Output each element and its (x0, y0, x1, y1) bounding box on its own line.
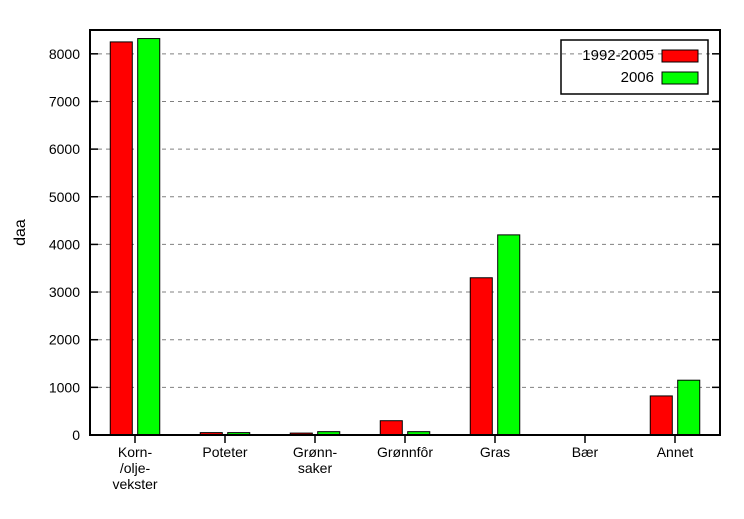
y-tick-label: 8000 (49, 46, 80, 62)
legend-label: 1992-2005 (582, 47, 654, 64)
y-tick-label: 4000 (49, 236, 80, 252)
legend-swatch (662, 50, 698, 62)
x-tick-label: Grønnfôr (377, 444, 433, 460)
x-tick-label: Grønn-saker (293, 444, 338, 476)
y-tick-label: 0 (72, 427, 80, 443)
x-tick-label: Gras (480, 444, 510, 460)
y-tick-label: 3000 (49, 284, 80, 300)
y-axis-label: daa (12, 219, 29, 246)
bar (498, 235, 520, 435)
y-tick-label: 5000 (49, 189, 80, 205)
y-tick-label: 7000 (49, 93, 80, 109)
bar (678, 380, 700, 435)
x-tick-label: Poteter (202, 444, 247, 460)
x-tick-label: Annet (657, 444, 694, 460)
y-tick-label: 2000 (49, 332, 80, 348)
bar (138, 39, 160, 435)
bar (110, 42, 132, 435)
legend-label: 2006 (621, 69, 654, 86)
legend-swatch (662, 72, 698, 84)
y-tick-label: 1000 (49, 379, 80, 395)
y-tick-label: 6000 (49, 141, 80, 157)
chart-container: 010002000300040005000600070008000Korn-/o… (0, 0, 744, 519)
bar (470, 278, 492, 435)
bar (380, 421, 402, 435)
bar-chart: 010002000300040005000600070008000Korn-/o… (0, 0, 744, 519)
x-tick-label: Bær (572, 444, 599, 460)
bar (650, 396, 672, 435)
